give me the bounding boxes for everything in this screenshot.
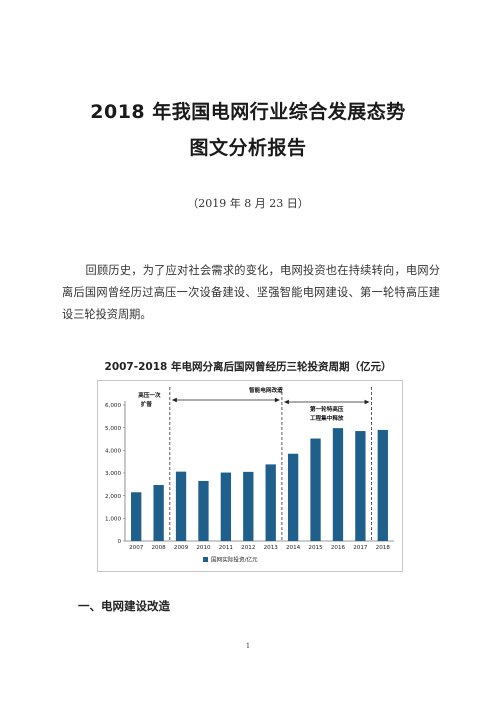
bar-2008: [153, 485, 164, 541]
x-tick-label: 2017: [353, 545, 368, 551]
phase3-label-line2: 工程集中释放: [310, 414, 344, 422]
document-title-line1: 2018 年我国电网行业综合发展态势: [90, 101, 406, 123]
x-tick-label: 2013: [264, 545, 279, 551]
x-tick-label: 2008: [152, 545, 167, 551]
document-title-line2: 图文分析报告: [189, 137, 307, 159]
section-heading: 一、电网建设改造: [78, 599, 170, 613]
bar-2007: [131, 492, 142, 541]
phase3-label-line1: 第一轮特高压: [309, 405, 344, 413]
bar-2015: [310, 438, 321, 541]
legend-swatch: [203, 557, 208, 562]
phase2-arrow-head-right: [274, 397, 280, 403]
bar-2016: [332, 428, 344, 541]
x-tick-label: 2016: [331, 545, 346, 551]
intro-paragraph: 回顾历史，为了应对社会需求的变化，电网投资也在持续转向，电网分离后国网曾经历过高…: [62, 264, 440, 321]
report-date: （2019 年 8 月 23 日）: [187, 197, 309, 210]
bar-chart: 0 1,000 2,000 3,000 4,000 5,000 6,000 2007 2008 2…: [105, 386, 394, 564]
y-tick-label: 0: [117, 539, 121, 545]
x-tick-label: 2009: [174, 545, 189, 551]
chart-container: 0 1,000 2,000 3,000 4,000 5,000 6,000 2007 2008 2…: [97, 380, 403, 572]
phase2-arrow-head-left: [171, 397, 177, 403]
x-tick-label: 2014: [286, 545, 301, 551]
x-tick-label: 2011: [219, 545, 234, 551]
bar-2018: [377, 429, 388, 541]
y-tick-label: 3,000: [105, 471, 121, 477]
y-tick-label: 5,000: [105, 426, 121, 432]
bar-2017: [355, 431, 366, 541]
bar-2014: [287, 453, 299, 541]
x-tick-label: 2007: [129, 545, 144, 551]
x-tick-label: 2015: [308, 545, 323, 551]
phase1-label-line1: 高压一次: [138, 391, 161, 399]
legend-label: 国网实际投资/亿元: [211, 556, 258, 564]
x-tick-label: 2018: [376, 545, 391, 551]
bar-2011: [220, 472, 232, 541]
phase3-arrow-head-left: [283, 399, 289, 405]
x-tick-label: 2010: [196, 545, 211, 551]
y-tick-label: 2,000: [105, 494, 121, 500]
y-tick-label: 6,000: [105, 403, 121, 409]
phase1-label-line2: 扩普: [141, 400, 153, 408]
bar-2009: [175, 471, 187, 541]
bar-2012: [243, 471, 254, 541]
chart-title: 2007-2018 年电网分离后国网曾经历三轮投资周期（亿元）: [104, 361, 392, 373]
bar-2013: [265, 464, 276, 541]
y-tick-label: 4,000: [105, 449, 121, 455]
y-tick-label: 1,000: [105, 517, 121, 523]
phase3-arrow-head-right: [364, 399, 370, 405]
x-tick-label: 2012: [241, 545, 255, 551]
bar-2010: [198, 480, 209, 541]
phase2-label: 智能电网改造: [249, 386, 283, 394]
page-number: 1: [245, 642, 251, 650]
